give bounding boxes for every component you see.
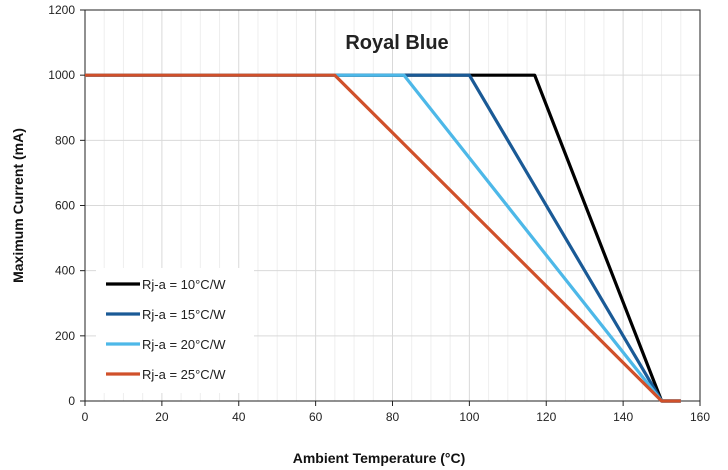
x-tick-label: 60 xyxy=(309,410,323,424)
series-line xyxy=(85,73,681,403)
x-tick-label: 100 xyxy=(459,410,479,424)
y-axis-title: Maximum Current (mA) xyxy=(10,128,26,283)
y-tick-label: 200 xyxy=(55,329,75,343)
y-tick-label: 600 xyxy=(55,199,75,213)
series-lines xyxy=(85,73,681,403)
x-tick-label: 160 xyxy=(690,410,710,424)
chart-title: Royal Blue xyxy=(345,32,448,54)
x-tick-label: 0 xyxy=(82,410,89,424)
legend-label: Rj-a = 10°C/W xyxy=(142,277,226,292)
x-axis-ticks: 0 20 40 60 80 100 120 140 160 xyxy=(82,401,710,424)
legend-label: Rj-a = 25°C/W xyxy=(142,367,226,382)
y-tick-label: 1200 xyxy=(48,3,75,17)
x-tick-label: 20 xyxy=(155,410,169,424)
y-tick-label: 0 xyxy=(68,394,75,408)
y-tick-label: 800 xyxy=(55,133,75,147)
x-tick-label: 80 xyxy=(386,410,400,424)
y-tick-label: 1000 xyxy=(48,68,75,82)
legend: Rj-a = 10°C/W Rj-a = 15°C/W Rj-a = 20°C/W R… xyxy=(96,268,254,393)
legend-label: Rj-a = 15°C/W xyxy=(142,307,226,322)
x-tick-label: 40 xyxy=(232,410,246,424)
legend-label: Rj-a = 20°C/W xyxy=(142,337,226,352)
y-axis-ticks: 0 200 400 600 800 1000 1200 xyxy=(48,3,85,408)
y-tick-label: 400 xyxy=(55,264,75,278)
legend-box xyxy=(96,268,254,393)
x-tick-label: 120 xyxy=(536,410,556,424)
x-axis-title: Ambient Temperature (°C) xyxy=(293,450,466,466)
x-tick-label: 140 xyxy=(613,410,633,424)
